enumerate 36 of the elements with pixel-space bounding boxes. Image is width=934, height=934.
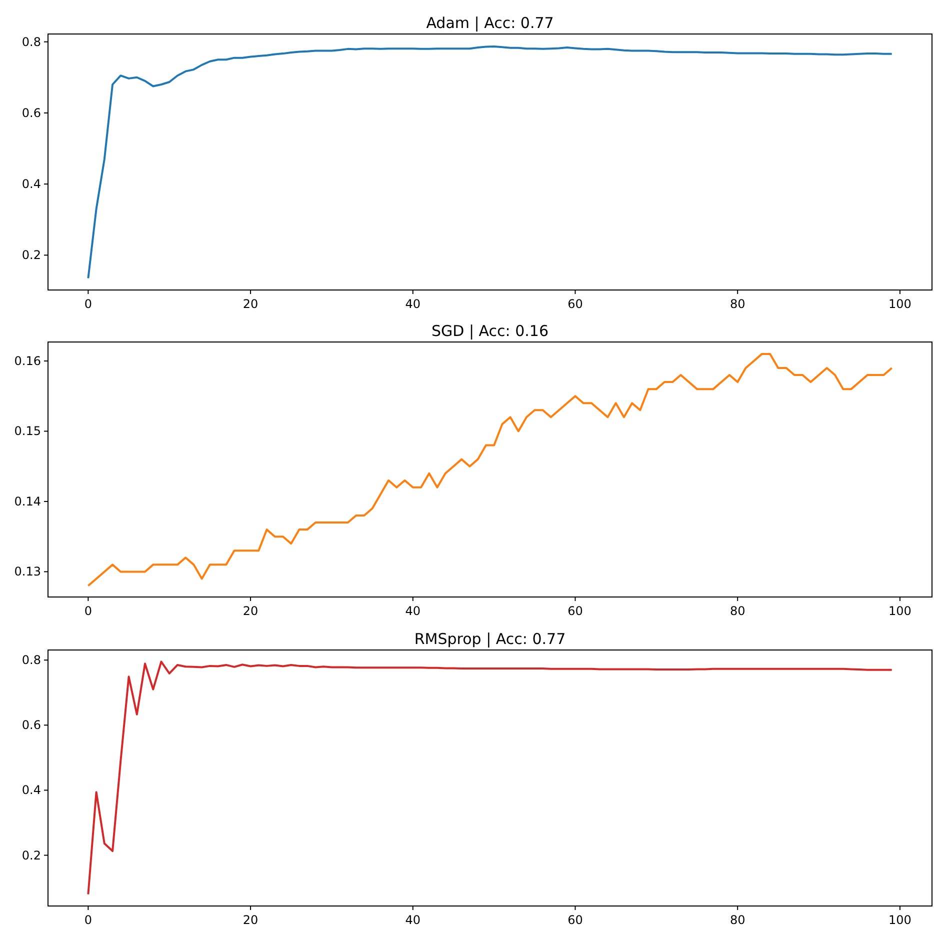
- x-tick-label: 40: [405, 297, 421, 311]
- x-tick-label: 100: [888, 297, 912, 311]
- y-tick-label: 0.6: [22, 718, 41, 732]
- x-tick-label: 40: [405, 604, 421, 618]
- chart-title: RMSprop | Acc: 0.77: [414, 630, 566, 648]
- y-tick-label: 0.4: [22, 177, 41, 192]
- x-tick-label: 0: [84, 604, 92, 618]
- x-tick-label: 20: [242, 297, 258, 311]
- x-tick-label: 20: [242, 604, 258, 618]
- chart-title: Adam | Acc: 0.77: [426, 14, 554, 32]
- y-tick-label: 0.4: [22, 783, 41, 798]
- y-tick-label: 0.8: [22, 34, 41, 49]
- y-tick-label: 0.6: [22, 106, 41, 120]
- y-tick-label: 0.8: [22, 653, 41, 668]
- x-tick-label: 100: [888, 913, 912, 927]
- x-tick-label: 80: [730, 604, 746, 618]
- x-tick-label: 40: [405, 913, 421, 927]
- x-tick-label: 0: [84, 297, 92, 311]
- y-tick-label: 0.16: [14, 354, 41, 368]
- y-tick-label: 0.15: [14, 424, 41, 438]
- x-tick-label: 60: [568, 913, 583, 927]
- x-tick-label: 60: [568, 297, 583, 311]
- x-tick-label: 60: [568, 604, 583, 618]
- line-series: [87, 352, 893, 587]
- chart-title: SGD | Acc: 0.16: [432, 322, 548, 340]
- line-series: [87, 45, 893, 280]
- y-tick-label: 0.14: [14, 494, 41, 508]
- x-tick-label: 80: [730, 297, 746, 311]
- y-tick-label: 0.13: [14, 564, 41, 579]
- x-tick-label: 100: [888, 604, 912, 618]
- x-tick-label: 80: [730, 913, 746, 927]
- x-tick-label: 20: [242, 913, 258, 927]
- y-tick-label: 0.2: [22, 848, 41, 862]
- y-tick-label: 0.2: [22, 248, 41, 262]
- x-tick-label: 0: [84, 913, 92, 927]
- line-series: [87, 660, 893, 896]
